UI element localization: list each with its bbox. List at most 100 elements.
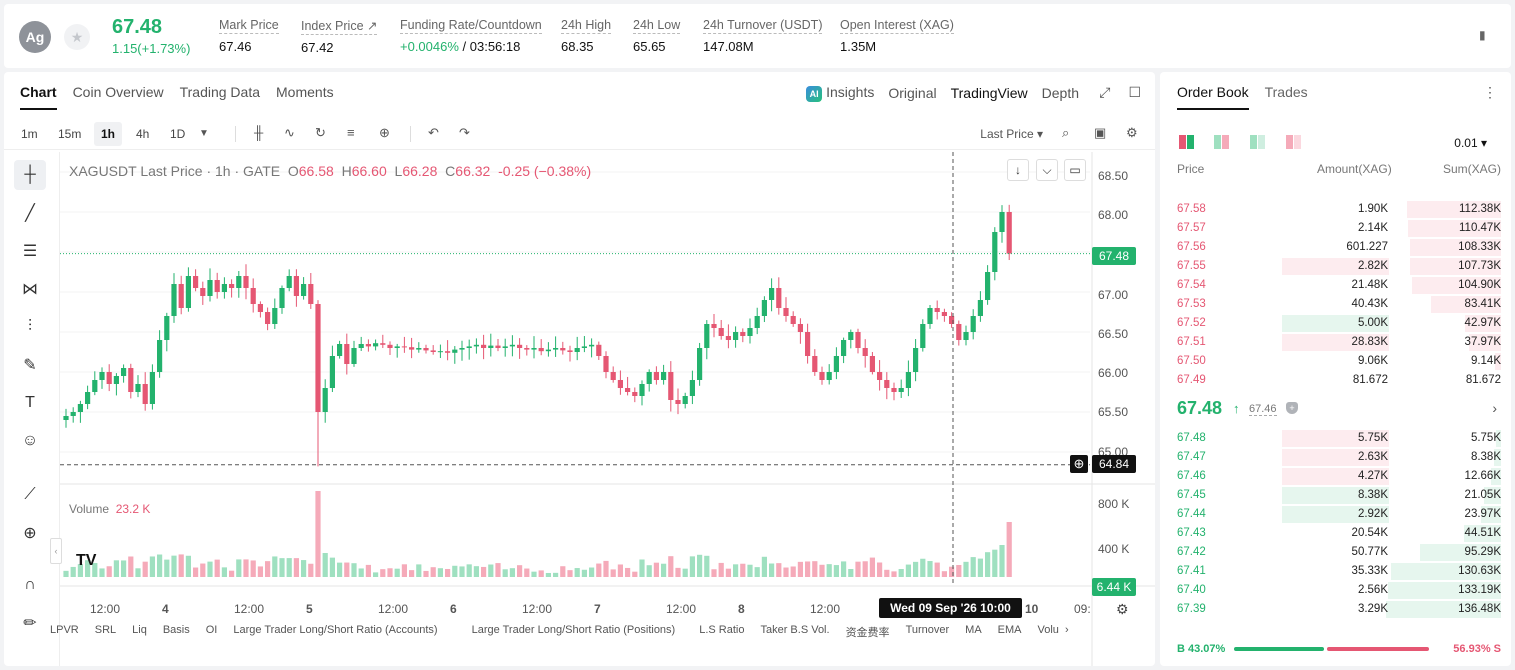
bid-row[interactable]: 67.41 35.33K 130.63K <box>1160 562 1511 581</box>
view-both-icon[interactable] <box>1179 135 1195 149</box>
tab-trades[interactable]: Trades <box>1264 84 1308 100</box>
chevron-down-icon[interactable]: ▼ <box>199 128 209 139</box>
maximize-icon[interactable]: ☐ <box>1128 84 1141 100</box>
more-icon[interactable]: ⋮ <box>1483 84 1497 100</box>
chart-settings-icon[interactable]: ⚙ <box>1116 601 1129 617</box>
ask-row[interactable]: 67.56 601.227 108.33K <box>1160 238 1511 257</box>
fib-icon[interactable]: ☰ <box>22 243 38 260</box>
collapse-toolbar-tab[interactable]: ‹ <box>50 538 62 564</box>
bid-row[interactable]: 67.42 50.77K 95.29K <box>1160 543 1511 562</box>
view-split-icon[interactable] <box>1214 135 1230 149</box>
collapse-icon[interactable]: ⌵ <box>1036 159 1058 181</box>
tab-moments[interactable]: Moments <box>276 84 334 100</box>
indicator-ls-positions[interactable]: Large Trader Long/Short Ratio (Positions… <box>471 624 676 636</box>
interval-4h[interactable]: 4h <box>136 127 150 141</box>
stat-funding-rate[interactable]: Funding Rate/Countdown +0.0046% / 03:56:… <box>400 18 542 54</box>
tab-trading-data[interactable]: Trading Data <box>179 84 261 100</box>
indicator-ls-ratio[interactable]: L.S Ratio <box>699 624 745 636</box>
interval-1d[interactable]: 1D <box>170 127 186 141</box>
indicator-oi[interactable]: OI <box>205 624 218 636</box>
price-type-select[interactable]: Last Price ▾ <box>980 127 1043 141</box>
brush-icon[interactable]: ✎ <box>23 357 37 374</box>
crosshair-icon[interactable]: ┼ <box>14 160 46 190</box>
expand-icon[interactable]: ⤢ <box>1099 84 1111 100</box>
prediction-icon[interactable]: ⫶ <box>27 318 32 335</box>
magnet-icon[interactable]: ∩ <box>24 576 36 593</box>
indicator-ma[interactable]: MA <box>965 624 982 636</box>
indicator-volume[interactable]: Volu <box>1037 624 1059 636</box>
emoji-icon[interactable]: ☺ <box>21 432 39 449</box>
chevron-right-icon[interactable]: › <box>1492 400 1497 416</box>
bid-row[interactable]: 67.46 4.27K 12.66K <box>1160 467 1511 486</box>
pencil-icon[interactable]: ✏ <box>23 615 37 632</box>
redo-icon[interactable]: ↷ <box>459 125 470 140</box>
stat-mark-price[interactable]: Mark Price 67.46 <box>219 18 279 54</box>
tab-chart[interactable]: Chart <box>20 84 57 110</box>
stat-index-price[interactable]: Index Price ↗ 67.42 <box>301 18 378 55</box>
view-asks-icon[interactable] <box>1286 135 1302 149</box>
indicator-liq[interactable]: Liq <box>132 624 147 636</box>
ruler-icon[interactable]: ⟋ <box>24 486 36 503</box>
undo-icon[interactable]: ↶ <box>428 125 439 140</box>
gear-icon[interactable]: ⚙ <box>1126 125 1138 140</box>
interval-1m[interactable]: 1m <box>21 127 38 141</box>
volume-bar <box>797 561 803 577</box>
stat-open-interest[interactable]: Open Interest (XAG) 1.35M <box>840 18 954 54</box>
ask-row[interactable]: 67.54 21.48K 104.90K <box>1160 276 1511 295</box>
text-icon[interactable]: T <box>25 394 35 411</box>
candle-type-icon[interactable]: ╫ <box>254 125 264 140</box>
indicator-taker-vol[interactable]: Taker B.S Vol. <box>760 624 830 636</box>
bid-row[interactable]: 67.47 2.63K 8.38K <box>1160 448 1511 467</box>
zoom-icon[interactable]: ⊕ <box>23 525 37 542</box>
ask-row[interactable]: 67.58 1.90K 112.38K <box>1160 200 1511 219</box>
favorite-star-icon[interactable]: ★ <box>64 24 90 50</box>
stat-24h-high[interactable]: 24h High 68.35 <box>561 18 612 54</box>
view-bids-icon[interactable] <box>1250 135 1266 149</box>
tab-depth[interactable]: Depth <box>1041 85 1079 101</box>
ask-row[interactable]: 67.53 40.43K 83.41K <box>1160 295 1511 314</box>
ask-row[interactable]: 67.57 2.14K 110.47K <box>1160 219 1511 238</box>
bid-row[interactable]: 67.45 8.38K 21.05K <box>1160 486 1511 505</box>
indicator-ls-accounts[interactable]: Large Trader Long/Short Ratio (Accounts) <box>233 624 438 636</box>
search-icon[interactable]: ⌕ <box>1062 125 1070 140</box>
ask-row[interactable]: 67.49 81.672 81.672 <box>1160 371 1511 390</box>
tab-original[interactable]: Original <box>888 85 937 101</box>
trendline-icon[interactable]: ╱ <box>25 205 35 222</box>
bid-row[interactable]: 67.39 3.29K 136.48K <box>1160 600 1511 619</box>
fit-icon[interactable]: ▭ <box>1064 159 1086 181</box>
interval-15m[interactable]: 15m <box>58 127 82 141</box>
book-icon[interactable]: ▮ <box>1479 28 1486 42</box>
indicator-funding-rate[interactable]: 资金费率 <box>845 627 890 639</box>
bid-row[interactable]: 67.48 5.75K 5.75K <box>1160 429 1511 448</box>
tab-order-book[interactable]: Order Book <box>1177 84 1249 110</box>
arrow-down-icon[interactable]: ↓ <box>1007 159 1029 181</box>
ask-row[interactable]: 67.51 28.83K 37.97K <box>1160 333 1511 352</box>
bid-row[interactable]: 67.44 2.92K 23.97K <box>1160 505 1511 524</box>
chevron-right-icon[interactable]: › <box>1064 624 1069 636</box>
tab-coin-overview[interactable]: Coin Overview <box>72 84 164 100</box>
pattern-icon[interactable]: ⋈ <box>22 281 38 298</box>
indicator-srl[interactable]: SRL <box>94 624 117 636</box>
ask-row[interactable]: 67.55 2.82K 107.73K <box>1160 257 1511 276</box>
stat-24h-low[interactable]: 24h Low 65.65 <box>633 18 681 54</box>
candlestick-chart[interactable] <box>60 152 1155 666</box>
template-icon[interactable]: ≡ <box>347 125 355 140</box>
indicator-icon[interactable]: ∿ <box>284 125 295 140</box>
indicator-turnover[interactable]: Turnover <box>905 624 950 636</box>
ask-row[interactable]: 67.50 9.06K 9.14K <box>1160 352 1511 371</box>
indicator-ema[interactable]: EMA <box>997 624 1022 636</box>
precision-select[interactable]: 0.01 ▾ <box>1454 136 1487 150</box>
indicator-lpvr[interactable]: LPVR <box>50 624 79 636</box>
bid-row[interactable]: 67.40 2.56K 133.19K <box>1160 581 1511 600</box>
ask-row[interactable]: 67.52 5.00K 42.97K <box>1160 314 1511 333</box>
interval-1h[interactable]: 1h <box>94 122 123 146</box>
stat-24h-turnover[interactable]: 24h Turnover (USDT) 147.08M <box>703 18 823 54</box>
refresh-icon[interactable]: ↻ <box>315 125 326 140</box>
bid-row[interactable]: 67.43 20.54K 44.51K <box>1160 524 1511 543</box>
add-alert-icon[interactable]: ⊕ <box>1070 455 1088 473</box>
indicator-basis[interactable]: Basis <box>162 624 190 636</box>
tab-insights[interactable]: AI Insights <box>806 84 874 102</box>
camera-icon[interactable]: ▣ <box>1094 125 1107 140</box>
tab-tradingview[interactable]: TradingView <box>950 85 1028 101</box>
add-indicator-icon[interactable]: ⊕ <box>379 125 390 140</box>
